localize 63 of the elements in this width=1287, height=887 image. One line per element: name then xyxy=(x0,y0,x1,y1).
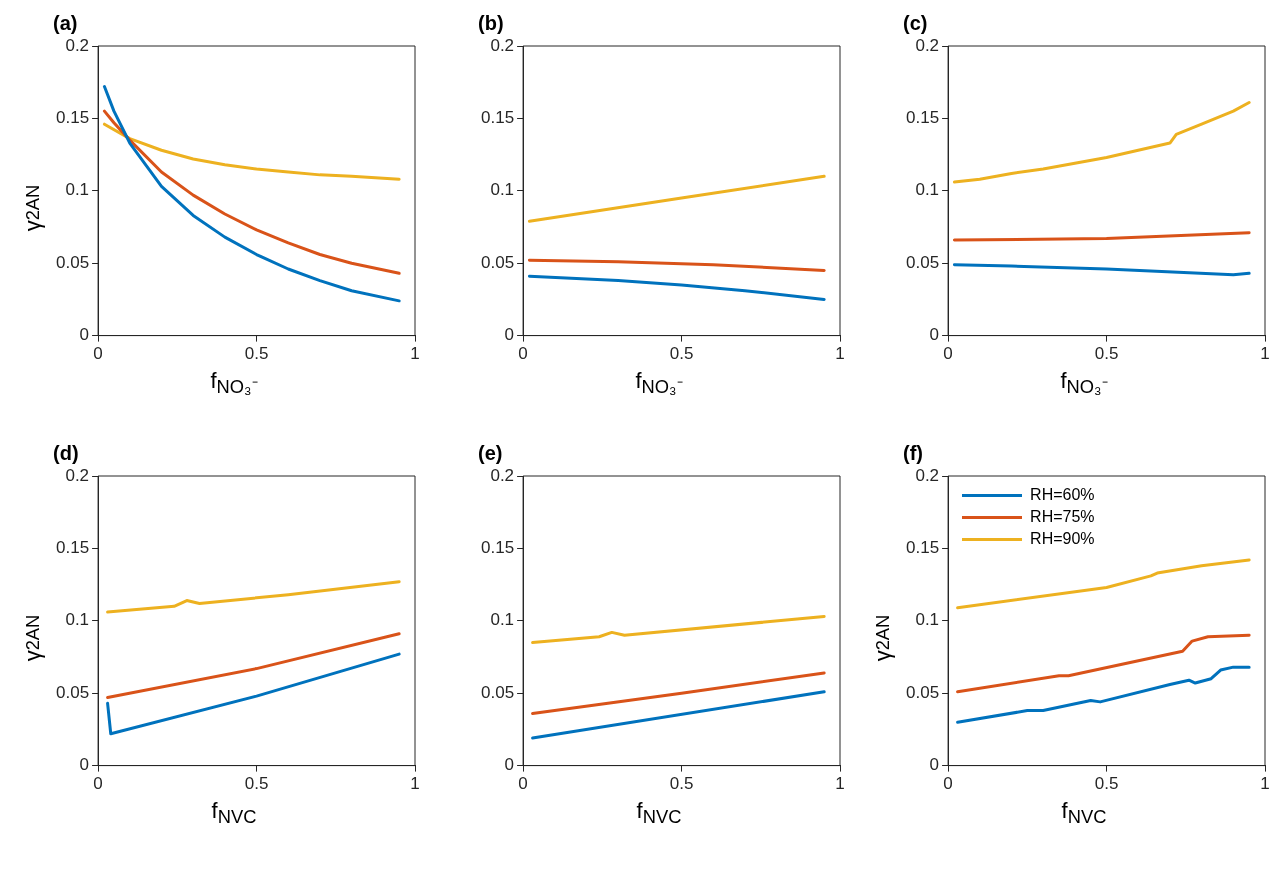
x-tick-label: 0.5 xyxy=(1094,344,1119,364)
y-tick-label: 0 xyxy=(504,755,515,775)
y-tick-label: 0.15 xyxy=(55,538,90,558)
y-tick-label: 0.1 xyxy=(915,610,940,630)
x-tick-label: 1 xyxy=(410,344,420,364)
y-tick-label: 0.2 xyxy=(915,465,940,485)
x-tick-label: 0.5 xyxy=(669,344,694,364)
y-tick-label: 0.2 xyxy=(915,35,940,55)
x-axis-title: f$_{NO₃⁻}$ xyxy=(634,368,684,399)
y-tick-label: 0 xyxy=(504,325,515,345)
y-tick-label: 0.2 xyxy=(65,35,90,55)
x-tick-label: 0 xyxy=(943,774,953,794)
chart-title: (e) xyxy=(478,441,503,464)
chart-title: (a) xyxy=(53,11,78,34)
x-axis-title: f$_{NVC}$ xyxy=(1060,798,1108,829)
x-tick-label: 0 xyxy=(518,344,528,364)
chart-title: (f) xyxy=(903,441,923,464)
legend-label: RH=75% xyxy=(1030,508,1095,526)
x-tick-label: 0 xyxy=(518,774,528,794)
x-axis-title: f$_{NVC}$ xyxy=(635,798,683,829)
y-tick-label: 0 xyxy=(79,755,90,775)
y-tick-label: 0.15 xyxy=(905,108,940,128)
y-tick-label: 0.05 xyxy=(55,252,90,272)
x-axis-title: f$_{NO₃⁻}$ xyxy=(209,368,259,399)
x-tick-label: 0 xyxy=(943,344,953,364)
y-tick-label: 0.05 xyxy=(905,252,940,272)
x-tick-label: 1 xyxy=(835,774,845,794)
x-tick-label: 1 xyxy=(1260,344,1270,364)
y-tick-label: 0.1 xyxy=(490,610,515,630)
x-tick-label: 1 xyxy=(1260,774,1270,794)
legend-label: RH=60% xyxy=(1030,486,1095,504)
y-tick-label: 0.05 xyxy=(480,252,515,272)
y-tick-label: 0.1 xyxy=(490,180,515,200)
x-tick-label: 0 xyxy=(93,344,103,364)
x-tick-label: 0.5 xyxy=(244,344,269,364)
x-tick-label: 0.5 xyxy=(669,774,694,794)
y-tick-label: 0.2 xyxy=(490,465,515,485)
y-tick-label: 0.1 xyxy=(65,610,90,630)
y-tick-label: 0.15 xyxy=(480,108,515,128)
y-tick-label: 0.2 xyxy=(490,35,515,55)
chart-title: (c) xyxy=(903,11,928,34)
y-tick-label: 0 xyxy=(79,325,90,345)
y-tick-label: 0.05 xyxy=(905,682,940,702)
y-tick-label: 0 xyxy=(929,755,940,775)
y-tick-label: 0.1 xyxy=(65,180,90,200)
x-tick-label: 1 xyxy=(410,774,420,794)
y-tick-label: 0.15 xyxy=(905,538,940,558)
x-tick-label: 0.5 xyxy=(244,774,269,794)
y-tick-label: 0.15 xyxy=(480,538,515,558)
legend-label: RH=90% xyxy=(1030,530,1095,548)
y-tick-label: 0 xyxy=(929,325,940,345)
x-axis-title: f$_{NO₃⁻}$ xyxy=(1059,368,1109,399)
x-axis-title: f$_{NVC}$ xyxy=(210,798,258,829)
x-tick-label: 1 xyxy=(835,344,845,364)
y-tick-label: 0.2 xyxy=(65,465,90,485)
x-tick-label: 0.5 xyxy=(1094,774,1119,794)
y-tick-label: 0.1 xyxy=(915,180,940,200)
y-tick-label: 0.05 xyxy=(55,682,90,702)
y-tick-label: 0.15 xyxy=(55,108,90,128)
y-tick-label: 0.05 xyxy=(480,682,515,702)
chart-title: (d) xyxy=(53,441,79,464)
chart-title: (b) xyxy=(478,11,504,34)
x-tick-label: 0 xyxy=(93,774,103,794)
